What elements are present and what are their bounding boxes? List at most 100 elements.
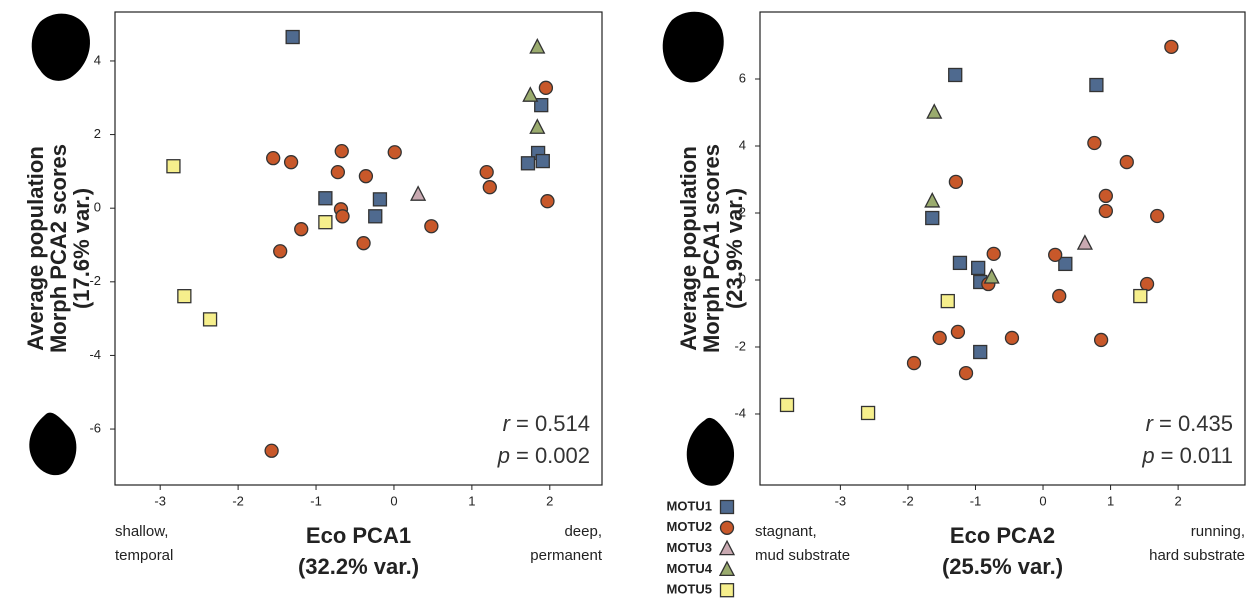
marker-square (940, 293, 955, 309)
x-tick-label: 2 (546, 493, 553, 508)
marker-circle (1164, 39, 1179, 54)
marker-square (535, 153, 550, 169)
marker-circle (932, 330, 947, 346)
x-tick-label: -3 (154, 493, 166, 508)
y-tick-label: 4 (739, 137, 746, 152)
marker-circle (538, 80, 554, 95)
scatter-panel: -3 -2 -1 0 1 2 -6 -4 -2 0 2 4 Eco PCA1 (32.2% var.) Av… (23, 11, 603, 579)
marker-circle (482, 180, 497, 195)
x-tick-label: -2 (902, 493, 914, 508)
y-tick-label: 6 (739, 70, 746, 85)
x-tick-label: 0 (390, 493, 397, 508)
y-axis-title: Average population (23, 146, 48, 351)
stat-symbol: r (1146, 411, 1155, 436)
marker-circle (266, 150, 281, 166)
y-tick-label: -2 (89, 273, 101, 288)
y-axis-title: Average population (676, 146, 701, 351)
legend-label: MOTU2 (667, 519, 713, 534)
marker-circle (540, 194, 555, 209)
axis-note: hard substrate (1149, 547, 1245, 564)
stat-value: = 0.514 (516, 411, 590, 436)
marker-square (166, 159, 181, 174)
marker-square (368, 209, 383, 224)
axis-note: temporal (115, 547, 173, 564)
marker-circle (479, 164, 494, 180)
marker-square (779, 397, 795, 413)
marker-square (372, 192, 388, 207)
marker-circle (283, 155, 299, 170)
marker-circle (1052, 288, 1067, 304)
x-axis-title: (25.5% var.) (942, 554, 1063, 579)
marker-circle (335, 209, 350, 224)
marker-circle (330, 164, 346, 180)
stat-symbol: r (503, 411, 512, 436)
x-tick-label: 2 (1175, 493, 1182, 508)
scatter-panel: -3 -2 -1 0 1 2 -4 -2 0 2 4 6 Eco PCA2 (25.5% var.) Ave… (667, 11, 1246, 598)
marker-circle (1098, 203, 1113, 219)
marker-square (860, 405, 876, 421)
x-tick-label: -1 (310, 493, 322, 508)
marker-circle (1004, 330, 1020, 346)
y-axis-title: (17.6% var.) (69, 188, 94, 309)
plot-frame (114, 11, 603, 486)
marker-circle (387, 145, 402, 160)
y-tick-label: 4 (94, 52, 101, 67)
y-axis-title: Morph PCA1 scores (699, 144, 724, 353)
marker-circle (1087, 135, 1102, 151)
axis-note: shallow, (115, 523, 168, 540)
x-tick-label: 1 (468, 493, 475, 508)
marker-circle (264, 443, 279, 458)
legend-label: MOTU4 (667, 561, 713, 576)
x-tick-label: 0 (1039, 493, 1046, 508)
x-axis-title: (32.2% var.) (298, 554, 419, 579)
marker-square (1133, 288, 1148, 304)
marker-triangle (529, 118, 546, 134)
marker-square (948, 67, 963, 83)
marker-square (202, 312, 218, 327)
stat-annotation: p = 0.011 (1141, 443, 1233, 468)
marker-circle (1139, 276, 1155, 292)
y-axis-title: Morph PCA2 scores (46, 144, 71, 353)
y-tick-label: 0 (94, 200, 101, 215)
shell-icons (29, 11, 735, 486)
x-tick-label: -2 (232, 493, 244, 508)
marker-circle (950, 324, 966, 340)
marker-triangle (522, 86, 539, 102)
marker-square (318, 215, 333, 230)
stat-annotation: p = 0.002 (497, 443, 590, 468)
stat-value: = 0.002 (516, 443, 590, 468)
x-tick-label: -3 (835, 493, 847, 508)
shell-icon (29, 412, 77, 476)
marker-square (719, 583, 735, 598)
marker-square (952, 255, 968, 271)
stat-value: = 0.011 (1161, 443, 1233, 468)
marker-triangle (718, 560, 736, 577)
axis-note: permanent (530, 547, 603, 564)
legend-label: MOTU5 (667, 582, 713, 597)
y-tick-label: -4 (89, 347, 101, 362)
marker-circle (294, 222, 309, 237)
marker-triangle (926, 103, 943, 119)
marker-circle (958, 365, 974, 381)
marker-circle (719, 520, 735, 535)
stat-symbol: p (1141, 443, 1154, 468)
x-axis-title: Eco PCA1 (306, 523, 411, 548)
marker-triangle (983, 268, 1000, 284)
marker-circle (986, 246, 1001, 262)
legend-label: MOTU3 (667, 540, 713, 555)
x-axis-title: Eco PCA2 (950, 523, 1055, 548)
y-axis-title: (23.9% var.) (722, 188, 747, 309)
axis-note: running, (1191, 523, 1245, 540)
marker-square (971, 260, 986, 276)
x-tick-label: 1 (1107, 493, 1114, 508)
stat-symbol: p (497, 443, 510, 468)
y-tick-label: -2 (734, 338, 746, 353)
marker-circle (424, 219, 439, 234)
marker-circle (1093, 332, 1109, 348)
marker-triangle (924, 192, 941, 208)
marker-square (925, 210, 940, 226)
marker-circle (1098, 188, 1113, 204)
shell-icon (31, 13, 90, 81)
